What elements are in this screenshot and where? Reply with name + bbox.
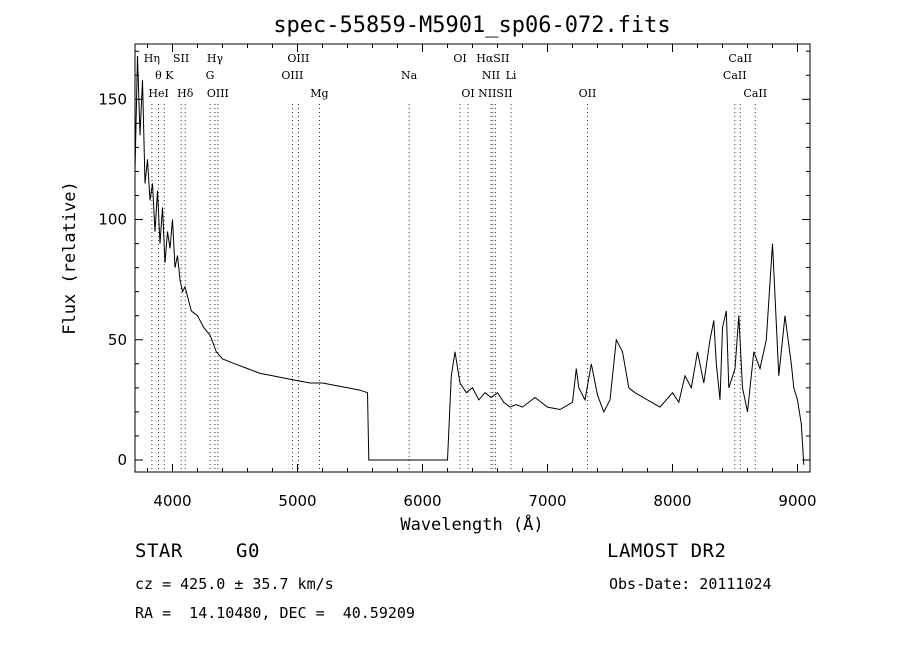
spectral-line-label: Mg [310, 87, 328, 100]
spectral-line-label: OIII [287, 52, 309, 65]
spectral-line-label: Hγ [207, 52, 224, 65]
spectral-line-label: SII [173, 52, 189, 65]
x-tick-label: 5000 [278, 492, 316, 510]
y-axis-label: Flux (relative) [60, 181, 80, 335]
spectral-line-label: OIII [281, 69, 303, 82]
x-tick-label: 7000 [528, 492, 566, 510]
spectral-line-label: OII [579, 87, 597, 100]
survey-name: LAMOST DR2 [607, 540, 727, 562]
y-tick-label: 50 [108, 331, 127, 349]
x-axis-label: Wavelength (Å) [400, 513, 543, 535]
spectrum-line [134, 55, 805, 465]
spectral-line-label: HαSII [476, 52, 509, 65]
y-tick-label: 100 [98, 211, 127, 229]
spectral-line-label: θ K [155, 69, 174, 82]
spectral-line-label: OI [461, 87, 474, 100]
spectral-line-label: NII [482, 69, 500, 82]
spectral-line-label: CaII [728, 52, 752, 65]
spectral-line-label: Na [401, 69, 418, 82]
spectral-line-label: Hη [144, 52, 160, 65]
object-type: STAR [135, 540, 183, 562]
spectral-line-label: NIISII [478, 87, 513, 100]
spectral-line-label: Hδ [177, 87, 194, 100]
y-tick-label: 0 [117, 451, 127, 469]
spectral-line-markers: Hη θ K HeI SII Hδ Hγ G OIII OIII OIII Mg Na OI OI HαSI… [144, 52, 767, 472]
x-tick-label: 8000 [653, 492, 691, 510]
spectral-line-label: OIII [207, 87, 229, 100]
spectral-line-label: OI [453, 52, 466, 65]
spectral-line-label: HeI [148, 87, 168, 100]
y-tick-label: 150 [98, 90, 127, 108]
spectral-line-label: Li [506, 69, 517, 82]
x-tick-label: 4000 [153, 492, 191, 510]
coordinates: RA = 14.10480, DEC = 40.59209 [135, 604, 415, 622]
object-subclass: G0 [236, 540, 260, 562]
spectral-line-label: G [206, 69, 215, 82]
axis-ticks: 4000 5000 6000 7000 8000 9000 0 50 100 150 [98, 44, 817, 510]
x-tick-label: 6000 [403, 492, 441, 510]
observation-date: Obs-Date: 20111024 [609, 575, 772, 593]
spectral-line-label: CaII [743, 87, 767, 100]
redshift-cz: cz = 425.0 ± 35.7 km/s [135, 575, 334, 593]
x-tick-label: 9000 [778, 492, 816, 510]
spectral-line-label: CaII [723, 69, 747, 82]
plot-frame [134, 43, 811, 473]
chart-title: spec-55859-M5901_sp06-072.fits [273, 13, 670, 38]
